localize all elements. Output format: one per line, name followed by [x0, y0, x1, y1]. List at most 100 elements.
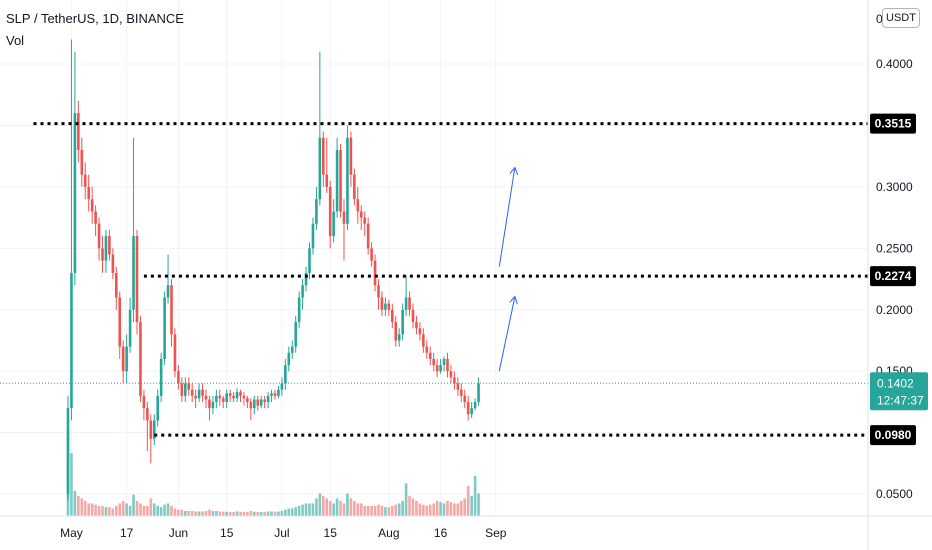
- candle-body: [118, 297, 122, 347]
- volume-bar: [442, 503, 446, 516]
- volume-bar: [463, 498, 467, 516]
- candle-body: [339, 150, 342, 212]
- candle-body: [432, 358, 435, 366]
- volume-bar: [170, 505, 173, 516]
- volume-bar: [225, 511, 228, 516]
- candle-body: [128, 309, 132, 347]
- volume-bar: [263, 511, 266, 516]
- volume-bar: [201, 511, 204, 516]
- axis-top-label: 0: [876, 12, 883, 26]
- volume-bar: [470, 495, 473, 516]
- candle-body: [215, 395, 218, 402]
- volume-bar: [246, 511, 249, 516]
- volume-bar: [249, 510, 253, 516]
- candle-body: [135, 236, 139, 323]
- volume-bar: [239, 511, 242, 516]
- candle-body: [284, 365, 287, 384]
- time-axis[interactable]: May 17 Jun 15 Jul 15 Aug 16 Sep: [60, 526, 507, 540]
- candle-body: [349, 137, 353, 175]
- volume-bar: [380, 505, 384, 516]
- volume-bar: [466, 485, 470, 516]
- volume-bar: [349, 498, 353, 516]
- volume-bar: [422, 504, 425, 516]
- candle-body: [422, 334, 425, 347]
- candle-body: [139, 322, 142, 396]
- volume-bar: [197, 511, 201, 516]
- candle-body: [304, 272, 308, 286]
- volume-bar: [187, 510, 191, 516]
- candle-body: [439, 365, 442, 372]
- candle-body: [380, 297, 384, 310]
- volume-bar: [70, 453, 73, 516]
- candle-body: [297, 297, 301, 323]
- candle-body: [387, 303, 391, 310]
- volume-bar: [453, 503, 456, 516]
- volume-bar: [446, 500, 449, 516]
- volume-bar: [132, 494, 135, 516]
- current-price-label: 0.1402: [877, 376, 914, 390]
- candle-body: [142, 395, 146, 409]
- volume-bar: [163, 504, 166, 516]
- volume-bar: [228, 511, 232, 516]
- volume-bar: [215, 510, 218, 516]
- candle-body: [94, 211, 97, 224]
- candle-body: [187, 383, 191, 390]
- candle-body: [125, 346, 128, 372]
- volume-bar: [77, 495, 80, 516]
- time-tick-label: Jul: [274, 526, 289, 540]
- time-tick-label: 15: [220, 526, 234, 540]
- candle-body: [190, 389, 194, 396]
- candle-body: [370, 248, 373, 261]
- candle-body: [322, 137, 325, 175]
- time-tick-label: Jun: [169, 526, 188, 540]
- volume-bar: [439, 502, 442, 516]
- volume-bar: [384, 507, 387, 516]
- level-price-tag: [870, 266, 916, 287]
- time-tick-label: 17: [120, 526, 134, 540]
- candle-body: [473, 401, 477, 409]
- candle-body: [266, 395, 270, 402]
- candle-body: [235, 392, 239, 399]
- candle-body: [77, 113, 80, 151]
- candle-body: [463, 395, 467, 402]
- candle-body: [253, 399, 256, 409]
- volume-bar: [435, 500, 439, 516]
- candle-body: [201, 389, 204, 396]
- candle-body: [204, 395, 208, 400]
- candle-body: [149, 420, 153, 439]
- volume-bar: [270, 511, 273, 516]
- symbol-title[interactable]: SLP / TetherUS, 1D, BINANCE: [6, 11, 184, 26]
- price-tick-label: 0.0500: [876, 487, 913, 501]
- candle-body: [308, 248, 311, 273]
- candle-body: [332, 211, 335, 237]
- volume-bar: [208, 509, 211, 516]
- candle-body: [280, 383, 284, 390]
- candle-body: [356, 199, 360, 212]
- currency-button[interactable]: USDT: [882, 8, 920, 28]
- volume-bar: [332, 503, 335, 516]
- candle-body: [404, 297, 408, 310]
- candle-body: [277, 389, 280, 396]
- price-tick-label: 0.4000: [876, 57, 913, 71]
- grid-lines: [0, 0, 868, 516]
- volume-bar: [142, 505, 146, 516]
- volume-bar: [346, 493, 349, 516]
- volume-bar: [449, 502, 453, 516]
- volume-bar: [159, 507, 163, 516]
- volume-bar: [394, 504, 398, 516]
- candle-body: [335, 150, 339, 212]
- candle-body: [242, 395, 246, 399]
- volume-bar: [377, 504, 380, 516]
- candle-body: [325, 174, 329, 187]
- volume-bar: [253, 511, 256, 516]
- candle-body: [373, 260, 377, 286]
- candle-body: [249, 401, 253, 409]
- candle-body: [101, 248, 104, 261]
- candle-body: [287, 352, 291, 366]
- volume-bar: [266, 511, 270, 516]
- candle-body: [428, 352, 432, 359]
- volume-legend[interactable]: Vol: [6, 33, 25, 48]
- volume-bar: [473, 475, 477, 516]
- candle-body: [121, 346, 125, 372]
